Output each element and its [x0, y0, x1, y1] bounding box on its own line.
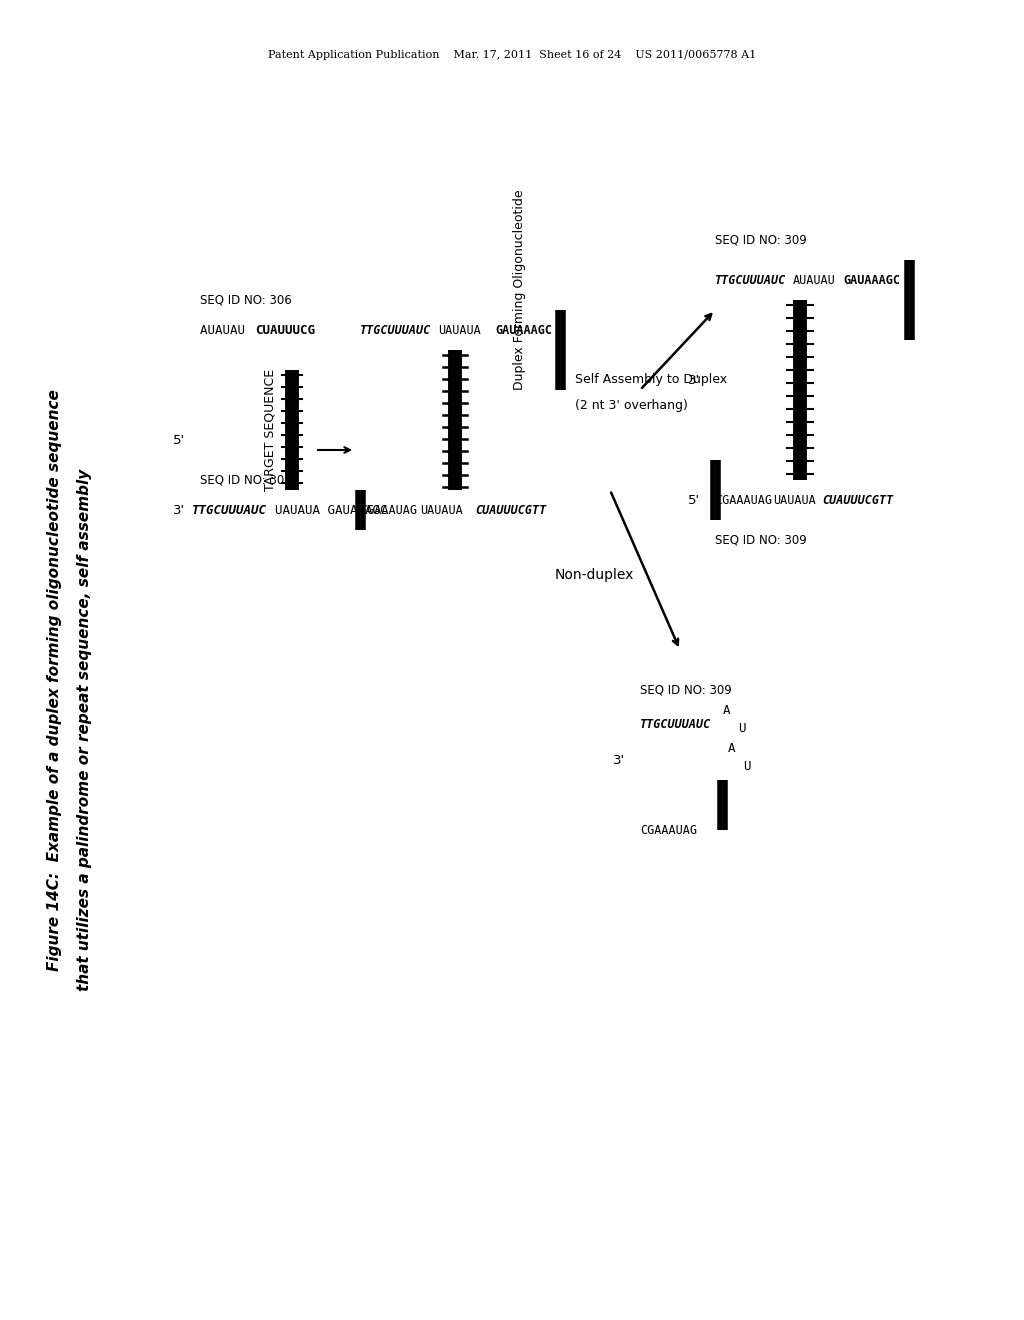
- Text: GAUAAAGC: GAUAAAGC: [843, 273, 900, 286]
- Text: TTGCUUUAUC: TTGCUUUAUC: [360, 323, 431, 337]
- Text: GAUAAAGC: GAUAAAGC: [495, 323, 552, 337]
- Text: A: A: [723, 704, 730, 717]
- Text: SEQ ID NO: 309: SEQ ID NO: 309: [715, 234, 807, 247]
- Text: 5': 5': [688, 494, 700, 507]
- Text: TARGET SEQUENCE: TARGET SEQUENCE: [263, 368, 276, 491]
- Text: U: U: [738, 722, 745, 734]
- Text: UAUAUA: UAUAUA: [420, 503, 463, 516]
- Text: Non-duplex: Non-duplex: [555, 568, 635, 582]
- Text: TTGCUUUAUC: TTGCUUUAUC: [193, 503, 267, 516]
- Text: U: U: [743, 759, 751, 772]
- Text: SEQ ID NO: 306: SEQ ID NO: 306: [200, 293, 292, 306]
- Text: 5': 5': [173, 433, 185, 446]
- Text: CGAAAUAG: CGAAAUAG: [360, 503, 417, 516]
- Text: CUAUUUCGTT: CUAUUUCGTT: [822, 494, 893, 507]
- Text: SEQ ID NO: 309: SEQ ID NO: 309: [715, 533, 807, 546]
- Text: 3': 3': [173, 503, 185, 516]
- Text: Figure 14C:  Example of a duplex forming oligonucleotide sequence: Figure 14C: Example of a duplex forming …: [47, 389, 62, 972]
- Text: UAUAUA GAUAAAGC: UAUAUA GAUAAAGC: [275, 503, 387, 516]
- Text: TTGCUUUAUC: TTGCUUUAUC: [640, 718, 712, 731]
- Text: 3': 3': [613, 754, 625, 767]
- Text: Patent Application Publication    Mar. 17, 2011  Sheet 16 of 24    US 2011/00657: Patent Application Publication Mar. 17, …: [268, 50, 756, 59]
- Text: (2 nt 3' overhang): (2 nt 3' overhang): [575, 399, 688, 412]
- Text: 3': 3': [688, 374, 700, 387]
- Text: AUAUAU: AUAUAU: [793, 273, 836, 286]
- Text: Self Assembly to Duplex: Self Assembly to Duplex: [575, 374, 727, 387]
- Text: UAUAUA: UAUAUA: [438, 323, 480, 337]
- Text: Duplex Forming Oligonucleotide: Duplex Forming Oligonucleotide: [513, 190, 526, 391]
- Text: CUAUUUCG: CUAUUUCG: [255, 323, 315, 337]
- Text: TTGCUUUAUC: TTGCUUUAUC: [715, 273, 786, 286]
- Text: CGAAAUAG: CGAAAUAG: [715, 494, 772, 507]
- Text: A: A: [728, 742, 735, 755]
- Text: UAUAUA: UAUAUA: [773, 494, 816, 507]
- Text: AUAUAU: AUAUAU: [200, 323, 253, 337]
- Text: CUAUUUCGTT: CUAUUUCGTT: [475, 503, 546, 516]
- Text: SEQ ID NO: 309: SEQ ID NO: 309: [200, 474, 292, 487]
- Text: SEQ ID NO: 309: SEQ ID NO: 309: [640, 684, 732, 697]
- Text: that utilizes a palindrome or repeat sequence, self assembly: that utilizes a palindrome or repeat seq…: [78, 469, 92, 991]
- Text: CGAAAUAG: CGAAAUAG: [640, 824, 697, 837]
